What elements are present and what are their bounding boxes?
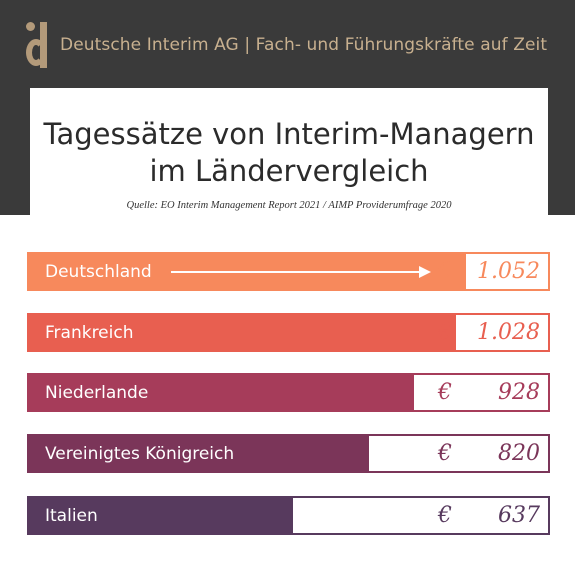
value-number: 820 — [498, 441, 540, 466]
chart-source: Quelle: EO Interim Management Report 202… — [126, 200, 452, 211]
chart-title-line-2: im Ländervergleich — [149, 154, 429, 188]
chart-title: Tagessätze von Interim-Managern im Lände… — [30, 116, 548, 190]
title-card: Tagessätze von Interim-Managern im Lände… — [30, 88, 548, 228]
bar-row: Vereinigtes Königreich €820 — [27, 434, 550, 473]
value-label: €1.052 — [438, 254, 540, 289]
bar-row: Deutschland €1.052 — [27, 252, 550, 291]
bar-row: Italien €637 — [27, 496, 550, 535]
currency-symbol: € — [438, 441, 452, 466]
value-number: 1.052 — [477, 259, 540, 284]
bar — [29, 498, 293, 533]
value-label: €637 — [438, 498, 540, 533]
value-label: €1.028 — [438, 315, 540, 350]
brand-tagline: Deutsche Interim AG | Fach- und Führungs… — [60, 35, 548, 55]
arrow-right-icon — [171, 265, 431, 278]
value-label: €820 — [438, 436, 540, 471]
bar — [29, 375, 414, 410]
value-number: 1.028 — [477, 320, 540, 345]
value-number: 637 — [498, 503, 540, 528]
value-number: 928 — [498, 380, 540, 405]
company-logo — [24, 22, 50, 68]
bar-label: Niederlande — [45, 382, 149, 403]
bar-label: Frankreich — [45, 322, 134, 343]
bar — [29, 436, 369, 471]
currency-symbol: € — [438, 503, 452, 528]
currency-symbol: € — [438, 320, 452, 345]
bar-row: Frankreich €1.028 — [27, 313, 550, 352]
currency-symbol: € — [438, 259, 452, 284]
value-label: €928 — [438, 375, 540, 410]
bar-label: Italien — [45, 505, 98, 526]
chart-title-line-1: Tagessätze von Interim-Managern — [43, 117, 535, 151]
currency-symbol: € — [438, 380, 452, 405]
bar — [29, 315, 456, 350]
bar-label: Deutschland — [45, 261, 152, 282]
bar-label: Vereinigtes Königreich — [45, 443, 235, 464]
brand-header: Deutsche Interim AG | Fach- und Führungs… — [24, 20, 547, 70]
bar-row: Niederlande €928 — [27, 373, 550, 412]
